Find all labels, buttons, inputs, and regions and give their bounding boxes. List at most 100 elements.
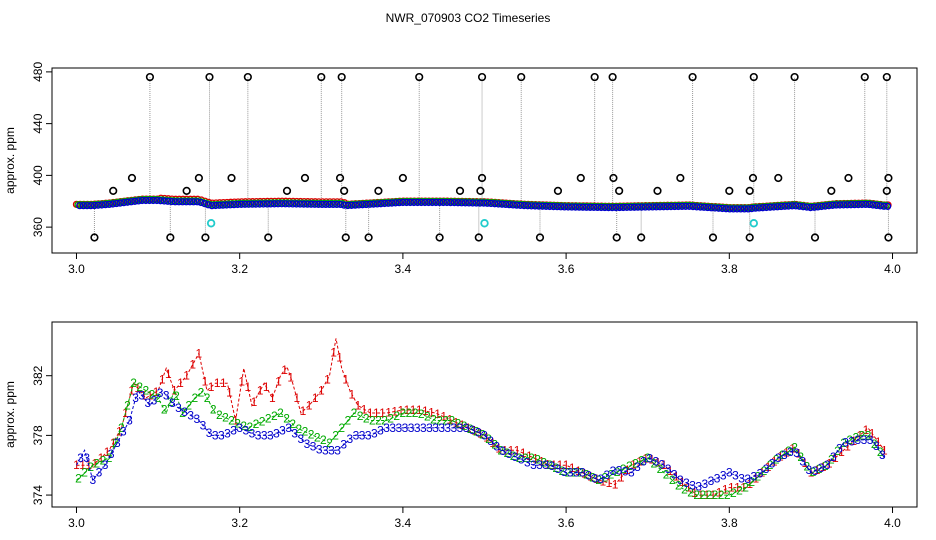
point-series-3 xyxy=(355,201,363,209)
series-3-marker: 3 xyxy=(126,413,133,427)
series-1-marker: 1 xyxy=(642,452,649,466)
point-series-3 xyxy=(538,202,547,210)
series-2-marker: 2 xyxy=(136,380,143,394)
series-1-marker: 1 xyxy=(202,374,209,388)
series-2-marker: 2 xyxy=(234,416,241,430)
point-series-3 xyxy=(421,198,429,207)
outlier-mid-point xyxy=(882,186,891,196)
series-3-marker: 3 xyxy=(359,428,366,442)
point-series-3 xyxy=(854,200,862,209)
series-2-marker: 2 xyxy=(240,419,247,433)
point-series-3 xyxy=(674,202,682,211)
series-3-marker: 3 xyxy=(573,466,580,480)
point-series-3 xyxy=(178,198,187,206)
point-series-3 xyxy=(263,200,271,208)
series-3-marker: 3 xyxy=(389,421,396,435)
series-2-marker: 2 xyxy=(681,482,688,496)
point-series-3 xyxy=(516,201,525,209)
series-3-marker: 3 xyxy=(304,437,311,451)
point-series-3 xyxy=(597,203,605,212)
point-series-3 xyxy=(98,201,106,209)
point-series-3 xyxy=(645,203,653,211)
point-series-3 xyxy=(94,201,102,209)
series-1-marker: 1 xyxy=(342,372,349,386)
point-series-3 xyxy=(590,203,598,211)
series-1-marker: 1 xyxy=(740,481,747,495)
series-2-marker: 2 xyxy=(424,410,431,424)
point-series-3 xyxy=(245,200,253,208)
point-series-3 xyxy=(612,203,620,212)
point-series-3 xyxy=(156,197,165,205)
series-3-marker: 3 xyxy=(451,421,458,435)
series-2-marker: 2 xyxy=(149,387,156,401)
series-1-marker: 1 xyxy=(355,399,362,413)
point-series-3 xyxy=(626,203,635,211)
point-series-3 xyxy=(204,201,212,209)
series-1-marker: 1 xyxy=(722,482,729,496)
point-series-3 xyxy=(799,203,807,211)
point-series-3 xyxy=(715,204,723,212)
series-1-marker: 1 xyxy=(532,452,539,466)
series-3-marker: 3 xyxy=(298,432,305,446)
series-2-marker: 2 xyxy=(406,406,413,420)
point-series-3 xyxy=(222,201,231,209)
point-series-3 xyxy=(535,202,543,210)
point-series-3 xyxy=(483,199,492,207)
series-1-marker: 1 xyxy=(373,406,380,420)
series-1-marker: 1 xyxy=(410,403,417,417)
outlier-mid-point xyxy=(553,186,563,196)
series-1-marker: 1 xyxy=(508,443,515,457)
outlier-low-point xyxy=(810,233,820,242)
series-3-marker: 3 xyxy=(879,448,886,462)
series-3-marker: 3 xyxy=(224,427,231,441)
top-ytick-label: 360 xyxy=(31,217,45,237)
point-series-3 xyxy=(410,198,418,207)
series-3-marker: 3 xyxy=(775,451,782,465)
series-1-marker: 1 xyxy=(275,374,282,388)
series-3-marker: 3 xyxy=(261,428,268,442)
series-3-marker: 3 xyxy=(530,458,537,472)
series-3-marker: 3 xyxy=(555,462,562,476)
point-series-3 xyxy=(138,196,146,205)
series-3-marker: 3 xyxy=(151,394,158,408)
series-3-marker: 3 xyxy=(334,443,341,457)
series-1-marker: 1 xyxy=(134,381,141,395)
outlier-mid-point xyxy=(653,186,662,196)
point-series-3 xyxy=(693,203,701,211)
point-series-3 xyxy=(186,198,194,206)
point-series-3 xyxy=(571,203,580,211)
series-2-marker: 2 xyxy=(779,448,786,462)
outlier-high-point xyxy=(145,72,155,82)
series-1-marker: 1 xyxy=(391,405,398,419)
series-2-marker: 2 xyxy=(412,406,419,420)
point-series-3 xyxy=(351,201,359,209)
point-series-3 xyxy=(586,203,594,211)
outlier-low-point xyxy=(341,233,350,242)
series-3-marker: 3 xyxy=(763,462,770,476)
point-series-3 xyxy=(241,200,249,208)
series-1-marker: 1 xyxy=(367,406,374,420)
series-3-marker: 3 xyxy=(659,457,666,471)
series-1-marker: 1 xyxy=(648,453,655,467)
series-3-marker: 3 xyxy=(842,435,849,449)
point-series-3 xyxy=(806,203,815,212)
point-series-3 xyxy=(711,204,719,212)
series-1-marker: 1 xyxy=(826,456,833,470)
series-1-marker: 1 xyxy=(453,415,460,429)
series-1-marker: 1 xyxy=(196,346,203,360)
outlier-mid-point xyxy=(398,173,407,183)
point-series-3 xyxy=(689,202,697,211)
outlier-mid-point xyxy=(477,173,487,183)
point-series-3 xyxy=(226,201,234,209)
series-1-marker: 1 xyxy=(434,407,441,421)
point-series-3 xyxy=(784,202,793,210)
series-3-marker: 3 xyxy=(561,465,568,479)
series-1-marker: 1 xyxy=(728,481,735,495)
point-series-3 xyxy=(557,203,565,211)
series-1-marker: 1 xyxy=(563,458,570,472)
bottom-xtick-label: 3.2 xyxy=(231,516,248,530)
series-1-marker: 1 xyxy=(746,477,753,491)
series-3-marker: 3 xyxy=(475,426,482,440)
outlier-mid-point xyxy=(827,186,836,196)
